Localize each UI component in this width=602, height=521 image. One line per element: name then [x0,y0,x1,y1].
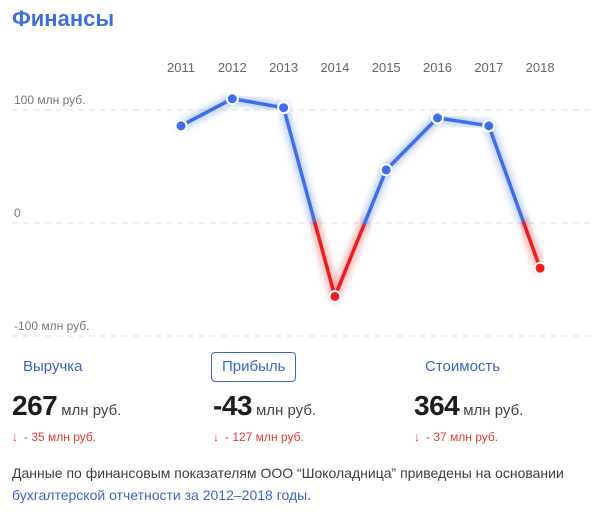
revenue-unit: млн руб. [61,402,122,419]
data-point [482,119,496,133]
x-tick-label: 2016 [423,60,452,75]
data-point [225,92,239,106]
series-segment [333,221,367,299]
source-note: Данные по финансовым показателям ООО “Шо… [12,462,592,506]
revenue-metric: 267 млн руб. [12,390,121,422]
series-segment [435,116,491,128]
data-point [533,261,547,275]
tab-profit[interactable]: Прибыль [211,352,297,382]
profit-delta-text: - 127 млн руб. [225,430,304,444]
profit-delta: ↓ - 127 млн руб. [213,430,304,444]
chart-grid [12,109,590,337]
data-point [277,101,291,115]
x-tick-label: 2015 [372,60,401,75]
x-tick-label: 2018 [526,60,555,75]
down-arrow-icon: ↓ [213,430,219,444]
chart-series-line [176,94,545,301]
series-segment [281,105,317,225]
down-arrow-icon: ↓ [12,430,18,444]
series-segment [313,221,337,299]
tab-revenue[interactable]: Выручка [12,352,94,382]
y-tick-label: -100 млн руб. [14,319,89,333]
data-point [379,163,393,177]
x-tick-label: 2011 [167,60,195,75]
series-segment [487,124,526,225]
x-tick-label: 2014 [320,60,349,75]
report-link[interactable]: бухгалтерской отчетности за 2012–2018 го… [12,487,308,503]
revenue-value: 267 [12,390,58,421]
series-segment [362,168,388,225]
series-segment [179,96,235,128]
y-tick-label: 100 млн руб. [14,93,85,107]
profit-value: -43 [213,390,252,421]
data-point [174,119,188,133]
note-end: . [307,487,312,503]
profit-unit: млн руб. [255,402,317,419]
value-unit: млн руб. [463,402,524,419]
x-axis-labels: 2011 2012 2013 2014 2015 2016 2017 2018 [167,60,555,75]
value-delta: ↓ - 37 млн руб. [414,430,498,444]
series-segment [230,96,286,110]
value-metric: 364 млн руб. [414,390,523,422]
profit-metric: -43 млн руб. [213,390,316,422]
revenue-delta: ↓ - 35 млн руб. [12,430,96,444]
metric-tabs: Выручка Прибыль Стоимость [0,352,602,384]
value-value: 364 [414,390,460,421]
page-title: Финансы [12,6,115,31]
y-axis-labels: 100 млн руб. 0 -100 млн руб. [14,93,89,333]
note-text: Данные по финансовым показателям ООО “Шо… [12,465,564,481]
x-tick-label: 2012 [218,60,247,75]
series-segment [522,221,542,270]
revenue-delta-text: - 35 млн руб. [24,430,97,444]
x-tick-label: 2013 [269,60,298,75]
data-point [431,111,444,125]
x-tick-label: 2017 [474,60,503,75]
data-point [328,289,342,303]
chart-points [174,92,547,303]
profit-line-chart: 100 млн руб.0-100 млн руб. 2011 2012 2013 2… [12,60,590,337]
series-segment [384,116,440,172]
y-tick-label: 0 [14,206,21,220]
tab-value[interactable]: Стоимость [414,352,512,382]
down-arrow-icon: ↓ [414,430,420,444]
value-delta-text: - 37 млн руб. [426,430,499,444]
